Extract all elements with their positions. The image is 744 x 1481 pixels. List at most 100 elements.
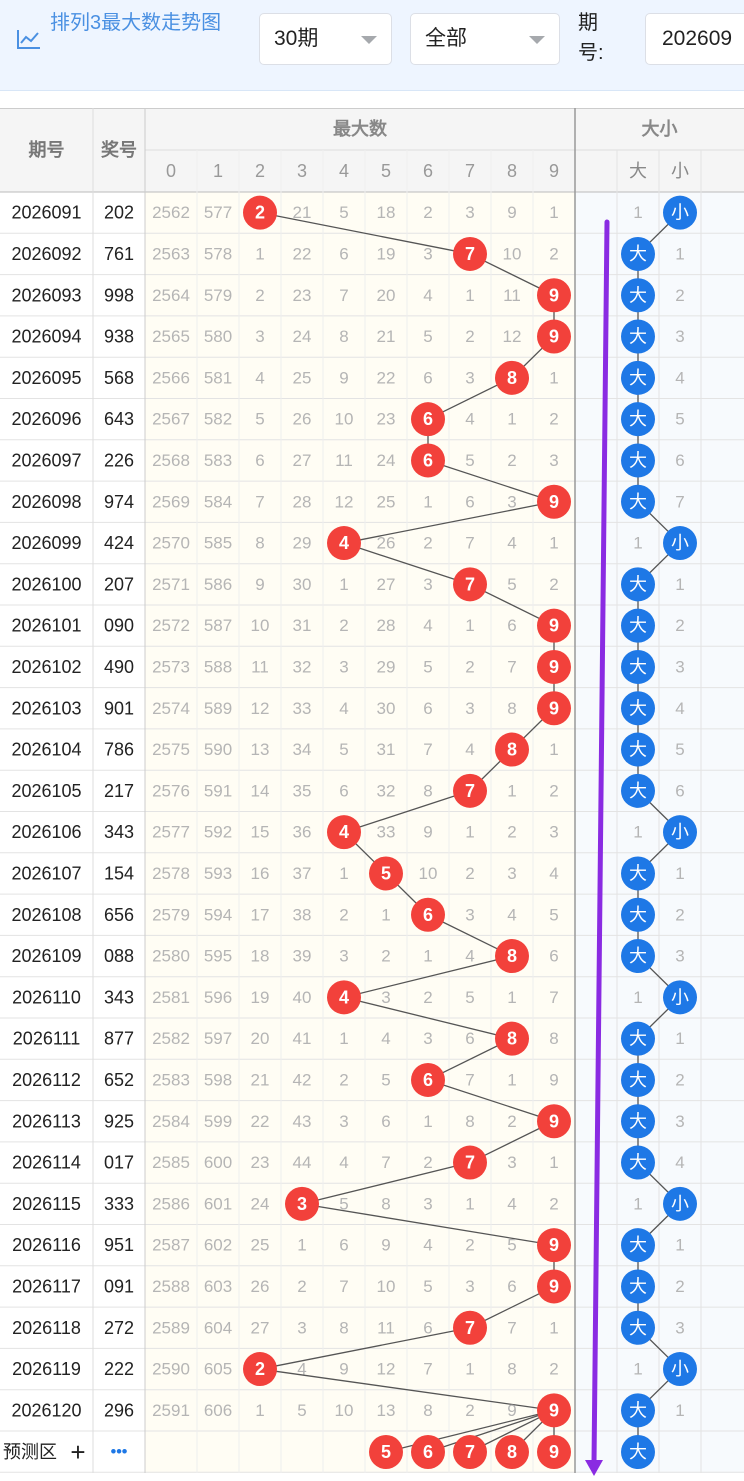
max-ball — [243, 1352, 277, 1387]
miss-value: 29 — [293, 534, 312, 553]
miss-value: 2571 — [152, 575, 190, 594]
miss-value: 2 — [549, 1194, 558, 1213]
miss-value: 3 — [549, 823, 558, 842]
max-ball-label: 6 — [423, 905, 433, 925]
miss-value: 4 — [381, 1029, 390, 1048]
max-ball — [495, 732, 529, 767]
miss-value: 6 — [507, 1277, 516, 1296]
prize-number: 343 — [104, 822, 134, 842]
size-ball-big — [621, 608, 655, 643]
miss-value: 2572 — [152, 616, 190, 635]
miss-value: 19 — [251, 988, 270, 1007]
period-input[interactable]: 202609 — [645, 13, 744, 65]
miss-value: 31 — [293, 616, 312, 635]
max-ball — [453, 773, 487, 808]
predict-more-button[interactable]: ••• — [111, 1444, 128, 1461]
predict-ball[interactable] — [453, 1435, 487, 1469]
max-ball-label: 7 — [465, 1318, 475, 1338]
miss-value: 2574 — [152, 699, 190, 718]
miss-value: 6 — [255, 451, 264, 470]
size-ball-big — [621, 649, 655, 684]
miss-value: 3 — [507, 492, 516, 511]
miss-value: 26 — [251, 1277, 270, 1296]
filter-select[interactable]: 全部 — [410, 13, 560, 65]
predict-ball-label: 5 — [381, 1442, 391, 1462]
size-ball-label: 大 — [629, 285, 647, 305]
miss-value: 4 — [339, 699, 348, 718]
size-miss-value: 3 — [675, 327, 684, 346]
size-ball-big — [621, 1393, 655, 1428]
miss-value: 24 — [293, 327, 312, 346]
prize-number: 207 — [104, 574, 134, 594]
predict-size-ball[interactable] — [621, 1435, 655, 1469]
prize-number: 090 — [104, 616, 134, 636]
miss-value: 17 — [251, 905, 270, 924]
miss-value: 5 — [339, 203, 348, 222]
digit-header-0: 0 — [166, 161, 176, 181]
miss-value: 2564 — [152, 286, 190, 305]
miss-value: 1 — [339, 864, 348, 883]
miss-value: 2584 — [152, 1112, 190, 1131]
miss-value: 590 — [204, 740, 232, 759]
prize-number: 938 — [104, 327, 134, 347]
miss-value: 2565 — [152, 327, 190, 346]
prize-number: 951 — [104, 1235, 134, 1255]
miss-value: 3 — [507, 1153, 516, 1172]
predict-ball[interactable] — [411, 1435, 445, 1469]
miss-value: 3 — [549, 451, 558, 470]
max-ball — [411, 443, 445, 478]
prize-number: 017 — [104, 1153, 134, 1173]
size-ball-label: 大 — [629, 368, 647, 388]
miss-value: 2 — [549, 410, 558, 429]
miss-value: 22 — [251, 1112, 270, 1131]
miss-value: 8 — [423, 781, 432, 800]
size-ball-label: 大 — [629, 616, 647, 636]
miss-value: 14 — [251, 781, 270, 800]
size-miss-value: 4 — [675, 368, 684, 387]
periods-select[interactable]: 30期 — [259, 13, 392, 65]
predict-ball[interactable] — [369, 1435, 403, 1469]
miss-value: 3 — [465, 368, 474, 387]
miss-value: 3 — [339, 657, 348, 676]
scroll-arrow-line — [591, 219, 610, 1466]
miss-value: 595 — [204, 947, 232, 966]
max-ball-label: 2 — [255, 203, 265, 223]
prize-number: 761 — [104, 244, 134, 264]
max-ball-label: 9 — [549, 657, 559, 677]
trend-segment — [259, 1327, 471, 1370]
size-ball-label: 大 — [629, 409, 647, 429]
size-ball-big — [621, 484, 655, 519]
trend-segment — [259, 212, 471, 255]
miss-value: 33 — [293, 699, 312, 718]
miss-value: 28 — [293, 492, 312, 511]
prize-number: 154 — [104, 863, 134, 883]
miss-value: 4 — [297, 1360, 306, 1379]
size-miss-value: 2 — [675, 1277, 684, 1296]
size-ball-small — [663, 195, 697, 230]
size-miss-value: 7 — [675, 492, 684, 511]
size-miss-value: 6 — [675, 451, 684, 470]
miss-value: 1 — [507, 1070, 516, 1089]
miss-value: 4 — [465, 410, 474, 429]
size-ball-label: 大 — [629, 698, 647, 718]
predict-ball[interactable] — [537, 1435, 571, 1469]
issue-number: 2026119 — [12, 1359, 81, 1379]
size-ball-label: 大 — [629, 327, 647, 347]
miss-value: 9 — [507, 1401, 516, 1420]
miss-value: 25 — [293, 368, 312, 387]
max-ball-label: 7 — [465, 1153, 475, 1173]
miss-value: 2578 — [152, 864, 190, 883]
size-miss-value: 1 — [633, 1194, 642, 1213]
max-ball-label: 6 — [423, 409, 433, 429]
miss-value: 1 — [423, 1112, 432, 1131]
size-miss-value: 3 — [675, 1112, 684, 1131]
miss-value: 7 — [549, 988, 558, 1007]
miss-value: 12 — [251, 699, 270, 718]
miss-value: 32 — [293, 657, 312, 676]
predict-add-button[interactable]: + — [70, 1437, 85, 1467]
miss-value: 11 — [503, 286, 521, 305]
miss-value: 8 — [339, 1318, 348, 1337]
size-ball-label: 大 — [629, 1070, 647, 1090]
digit-header-8: 8 — [507, 161, 517, 181]
predict-ball[interactable] — [495, 1435, 529, 1469]
